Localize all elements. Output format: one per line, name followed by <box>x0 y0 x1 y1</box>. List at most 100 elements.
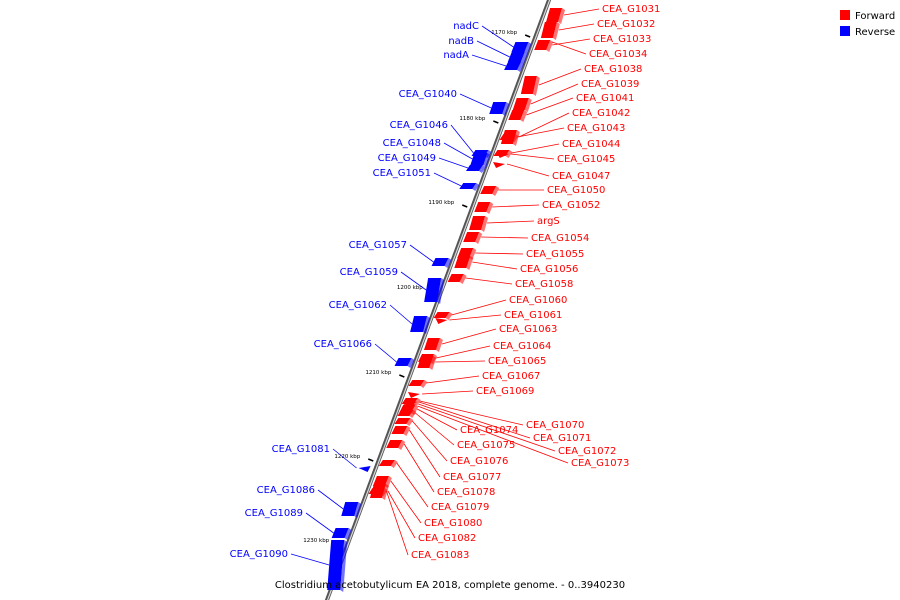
reverse-gene <box>465 165 486 173</box>
gene-arrow <box>454 256 471 268</box>
forward-gene <box>454 256 474 270</box>
forward-gene-label: CEA_G1060 <box>509 295 567 306</box>
reverse-gene <box>394 358 415 368</box>
forward-gene-label: CEA_G1052 <box>542 200 600 211</box>
leader-line <box>471 54 507 67</box>
forward-gene-label: CEA_G1065 <box>488 356 546 367</box>
gene-arrow-side <box>481 216 489 232</box>
gene-arrow <box>417 356 434 368</box>
forward-gene-label: CEA_G1082 <box>418 533 476 544</box>
leader-line <box>443 142 473 160</box>
forward-gene <box>433 312 453 320</box>
gene-arrow <box>378 460 395 466</box>
leader-line <box>563 8 600 16</box>
map-caption: Clostridium acetobutylicum EA 2018, comp… <box>275 580 625 591</box>
gene-arrow-side <box>492 186 500 196</box>
leader-line <box>506 163 550 177</box>
tick-mark <box>461 204 468 208</box>
forward-gene-label: CEA_G1033 <box>593 34 651 45</box>
leader-line <box>472 261 518 270</box>
gene-arrow <box>327 540 345 590</box>
gene-arrow <box>507 52 525 62</box>
leader-line <box>433 172 462 187</box>
forward-gene-label: CEA_G1039 <box>581 79 639 90</box>
gene-arrow <box>410 316 428 332</box>
forward-gene-label: CEA_G1038 <box>584 64 642 75</box>
forward-gene-label: CEA_G1050 <box>547 185 605 196</box>
legend-swatch <box>840 26 850 36</box>
legend-label: Reverse <box>855 27 895 38</box>
gene-arrow-side <box>380 488 388 496</box>
leader-line <box>552 41 587 55</box>
gene-arrow-side <box>398 440 406 450</box>
gene-features <box>327 8 566 592</box>
leader-line <box>511 143 560 154</box>
forward-gene <box>391 426 411 436</box>
gene-arrow <box>391 426 408 434</box>
gene-arrow-side <box>466 256 474 270</box>
gene-arrow-side <box>409 410 417 418</box>
gene-arrow <box>474 202 491 212</box>
reverse-gene <box>341 502 362 518</box>
gene-arrow <box>423 338 440 350</box>
reverse-gene <box>507 52 528 64</box>
legend: Forward Reverse <box>840 10 895 38</box>
reverse-gene <box>511 42 532 54</box>
forward-gene-label: CEA_G1041 <box>576 93 634 104</box>
forward-gene <box>499 134 519 142</box>
gene-arrow <box>469 216 486 230</box>
forward-gene-label: CEA_G1075 <box>457 440 515 451</box>
gene-arrow-side <box>520 110 528 122</box>
leader-line <box>518 112 570 138</box>
gene-arrow-side <box>423 316 431 334</box>
forward-gene-label: CEA_G1074 <box>460 425 518 436</box>
leader-line <box>558 23 595 31</box>
tick-label: 1210 kbp <box>365 370 391 376</box>
leader-line <box>517 127 565 138</box>
gene-arrow-side <box>435 338 443 352</box>
gene-arrow <box>394 358 412 366</box>
gene-arrow <box>447 274 464 282</box>
leader-line <box>465 277 513 285</box>
gene-arrow <box>465 165 483 171</box>
forward-gene <box>493 162 506 168</box>
forward-gene-label: CEA_G1063 <box>499 324 557 335</box>
gene-arrow-side <box>511 134 519 142</box>
reverse-gene-label: CEA_G1040 <box>399 89 457 100</box>
gene-arrow-side <box>483 153 491 167</box>
forward-gene <box>474 202 494 214</box>
gene-arrow <box>431 258 449 266</box>
gene-arrow <box>540 22 557 38</box>
gene-arrow-side <box>407 358 415 368</box>
leader-line <box>441 328 497 345</box>
gene-arrow-side <box>524 42 532 54</box>
forward-gene <box>546 8 566 24</box>
gene-arrow <box>457 248 474 258</box>
reverse-gene <box>459 183 480 191</box>
gene-arrow-side <box>520 52 528 64</box>
forward-gene <box>463 232 483 244</box>
leader-line <box>387 490 416 539</box>
gene-arrow-side <box>444 258 452 268</box>
gene-arrow <box>341 502 359 516</box>
forward-gene-label: CEA_G1070 <box>526 420 584 431</box>
forward-gene <box>423 338 443 352</box>
tick-mark <box>368 458 374 462</box>
gene-arrow-side <box>459 274 467 284</box>
gene-arrow-side <box>437 278 445 304</box>
forward-gene-label: CEA_G1083 <box>411 550 469 561</box>
reverse-gene <box>424 278 445 304</box>
gene-arrow-side <box>420 380 428 388</box>
leader-line <box>530 83 579 105</box>
gene-arrow <box>372 476 389 486</box>
gene-arrow <box>489 102 507 114</box>
tick-label: 1200 kbp <box>397 285 423 291</box>
leader-line <box>492 204 540 208</box>
forward-gene-label: CEA_G1073 <box>571 458 629 469</box>
gene-arrow <box>397 410 414 416</box>
leader-line <box>409 429 441 478</box>
gene-arrow <box>463 232 480 242</box>
gene-arrow-side <box>486 202 494 214</box>
leader-line <box>390 480 422 524</box>
reverse-gene <box>470 153 491 167</box>
